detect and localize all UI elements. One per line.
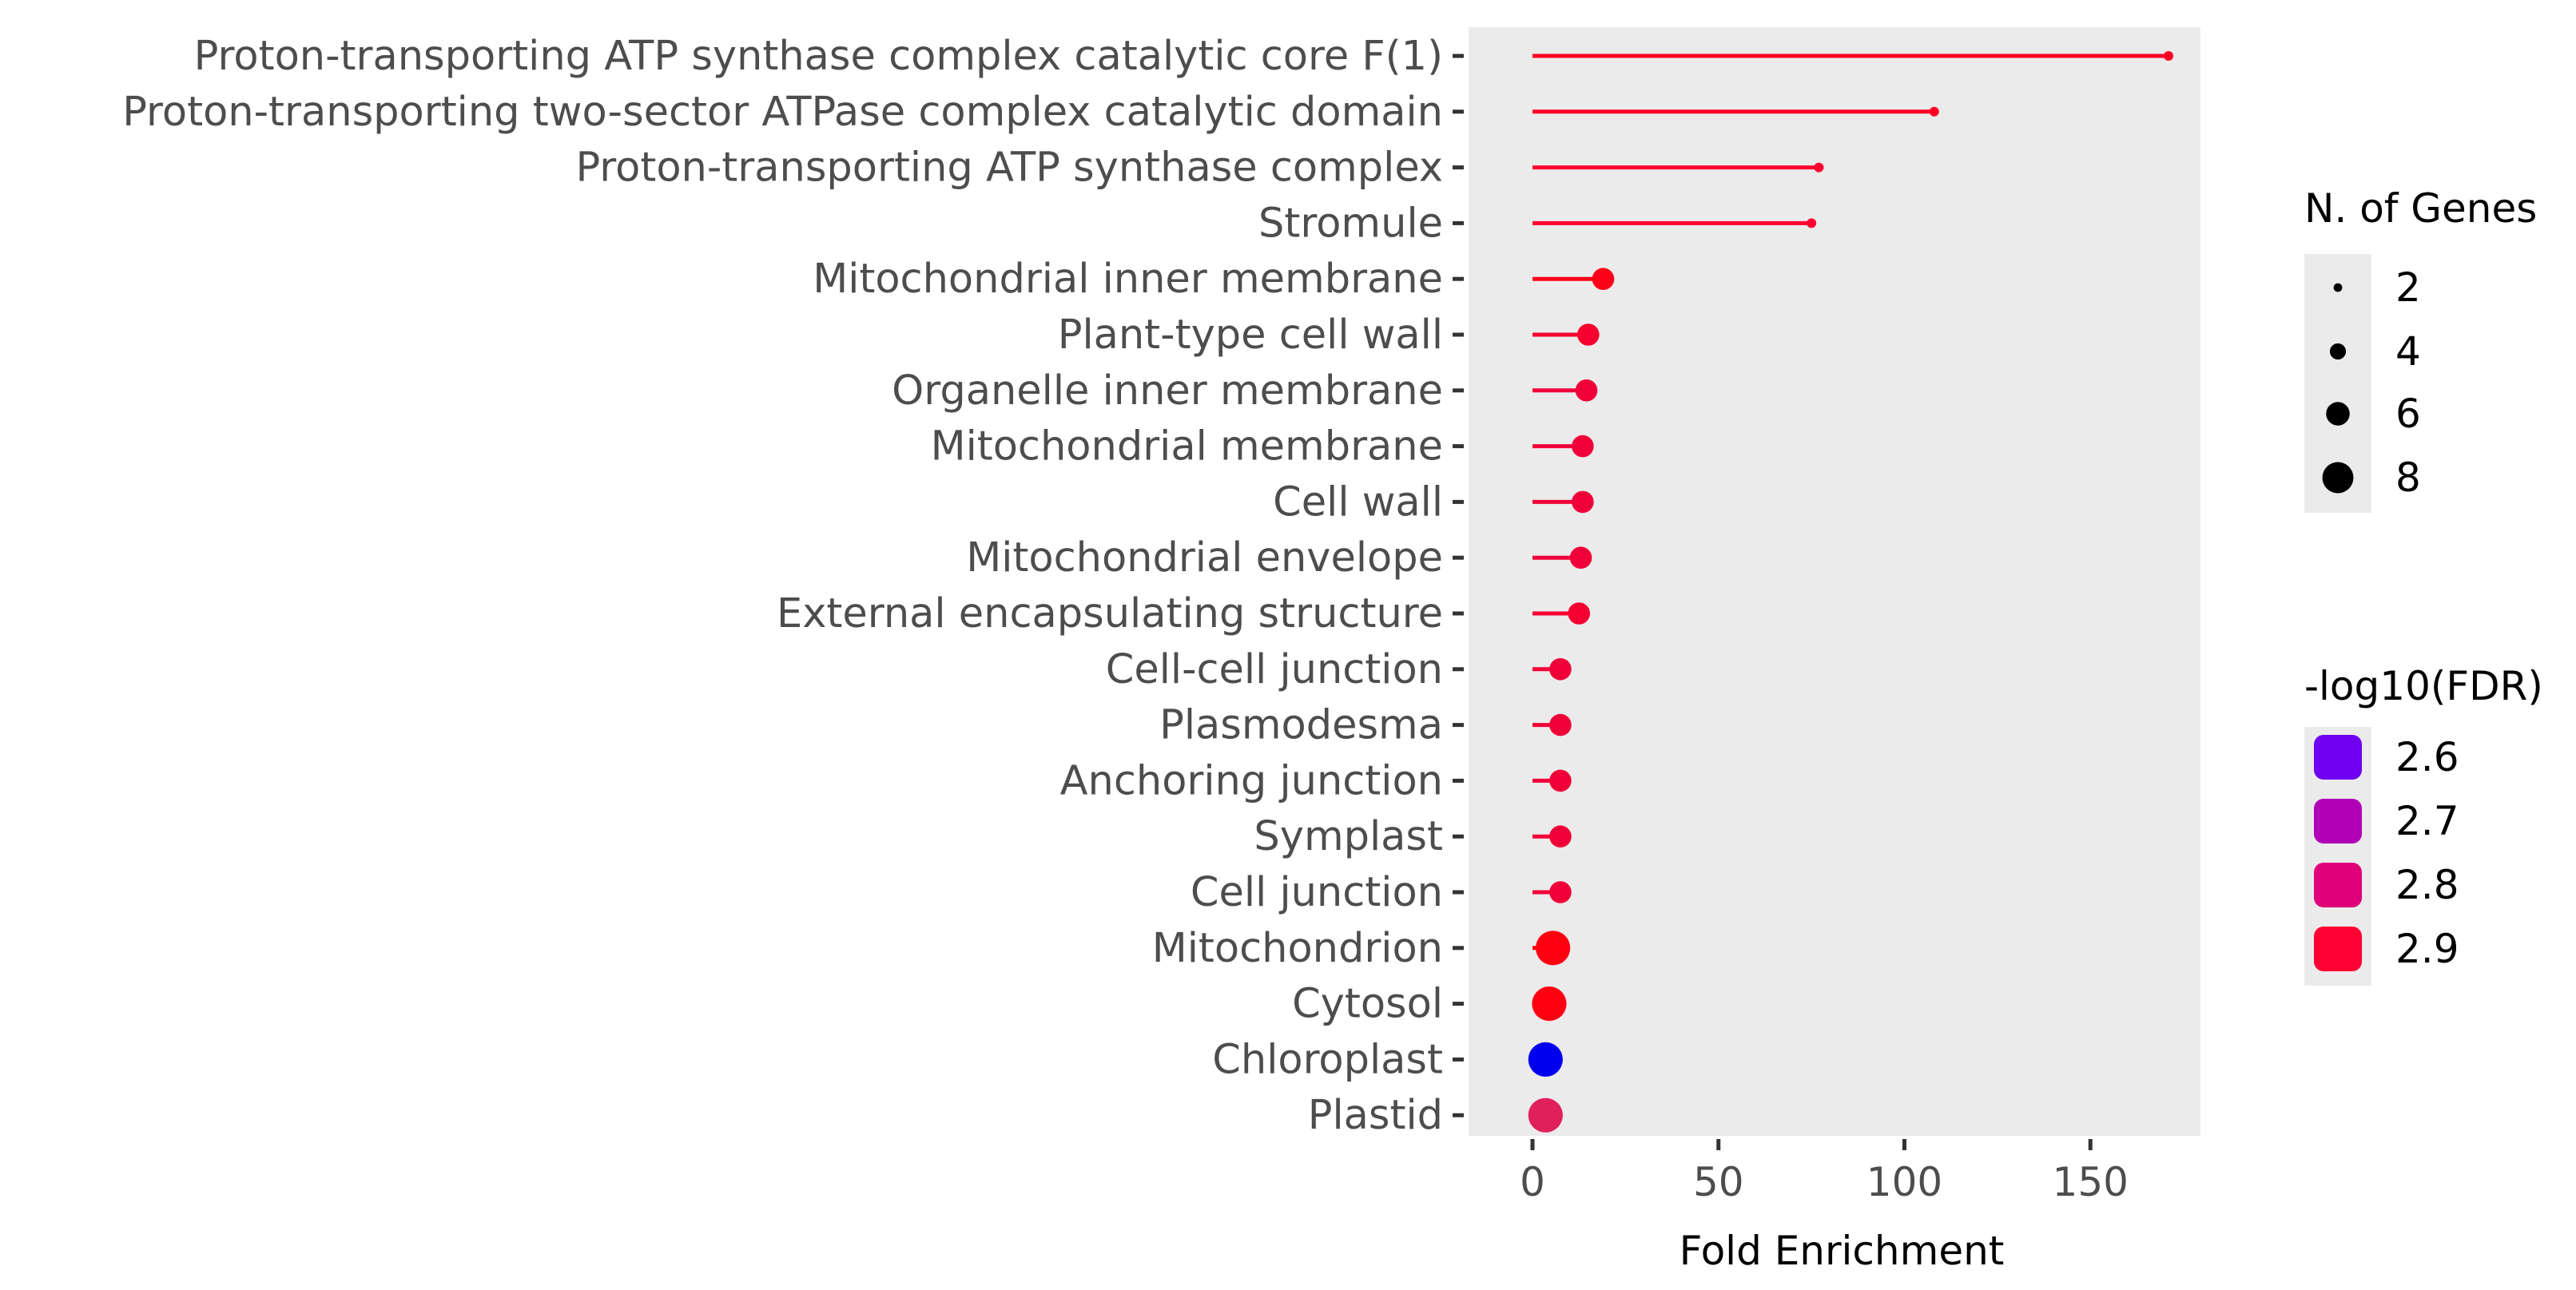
x-tick-label: 150: [2053, 1159, 2129, 1205]
x-tick-label: 0: [1520, 1159, 1545, 1205]
legend-color-label: 2.8: [2395, 862, 2459, 908]
legend-size-title: N. of Genes: [2304, 185, 2537, 232]
y-tick-label: Plasmodesma: [1159, 702, 1443, 749]
legend-size-label: 8: [2395, 454, 2421, 501]
plot-panel: [1469, 27, 2200, 1136]
lollipop-point: [1807, 218, 1817, 228]
y-tick-label: Cell wall: [1273, 478, 1443, 526]
legend-color-key: [2314, 927, 2362, 971]
legend-color-label: 2.9: [2395, 926, 2459, 972]
lollipop-point: [1569, 546, 1592, 569]
lollipop-point: [1575, 379, 1598, 402]
y-tick-label: Cell junction: [1191, 869, 1443, 916]
legend-size-key: [2333, 283, 2343, 292]
y-tick-label: Symplast: [1254, 813, 1443, 860]
y-tick-label: External encapsulating structure: [777, 590, 1443, 637]
legend-size-label: 4: [2395, 328, 2421, 375]
x-axis: 0 50 100 150: [1520, 1139, 2129, 1205]
y-tick-label: Cytosol: [1292, 981, 1443, 1028]
legend-color-key: [2314, 863, 2362, 907]
y-tick-label: Proton-transporting ATP synthase complex…: [194, 33, 1443, 80]
legend-color-label: 2.7: [2395, 798, 2459, 844]
lollipop-point: [1549, 769, 1572, 792]
lollipop-point: [1592, 268, 1615, 291]
legend-size-label: 6: [2395, 391, 2421, 437]
legend-fdr: -log10(FDR) 2.6 2.7 2.8 2.9: [2304, 663, 2543, 986]
y-tick-label: Mitochondrial membrane: [931, 423, 1443, 470]
legend-size-label: 2: [2395, 264, 2421, 311]
x-axis-title: Fold Enrichment: [1680, 1228, 2005, 1274]
lollipop-point: [1528, 1042, 1563, 1077]
lollipop-point: [1572, 490, 1594, 514]
y-tick-label: Plant-type cell wall: [1058, 312, 1443, 359]
lollipop-point: [1549, 713, 1572, 736]
lollipop-point: [1549, 825, 1572, 847]
y-tick-label: Mitochondrial envelope: [966, 534, 1443, 581]
legend-size-key: [2329, 343, 2347, 360]
lollipop-point: [1532, 986, 1567, 1022]
legend-color-title: -log10(FDR): [2304, 663, 2543, 709]
legend-color-key: [2314, 799, 2362, 843]
y-tick-label: Mitochondrial inner membrane: [813, 256, 1443, 303]
y-tick-label: Stromule: [1258, 200, 1443, 247]
lollipop-point: [1814, 162, 1824, 173]
y-tick-label: Proton-transporting two-sector ATPase co…: [122, 89, 1443, 136]
lollipop-point: [1528, 1097, 1563, 1133]
lollipop-point: [1577, 323, 1600, 346]
lollipop-point: [1549, 881, 1572, 903]
y-axis: Proton-transporting ATP synthase complex…: [122, 33, 1464, 1139]
legend-color-key: [2314, 735, 2362, 780]
legend-size-key: [2326, 402, 2350, 426]
y-tick-label: Anchoring junction: [1060, 757, 1443, 804]
y-tick-label: Cell-cell junction: [1106, 646, 1443, 693]
x-tick-label: 50: [1693, 1159, 1744, 1205]
lollipop-point: [1536, 931, 1571, 966]
legend-color-label: 2.6: [2395, 734, 2459, 780]
lollipop-point: [1549, 658, 1572, 681]
y-tick-label: Mitochondrion: [1152, 925, 1443, 972]
lollipop-point: [1572, 435, 1594, 458]
y-tick-label: Plastid: [1308, 1092, 1443, 1139]
lollipop-point: [1929, 106, 1939, 117]
y-tick-label: Chloroplast: [1212, 1036, 1443, 1083]
legend-size-key: [2322, 462, 2354, 494]
legend-gene-count: N. of Genes 2 4 6 8: [2304, 185, 2537, 513]
y-tick-label: Proton-transporting ATP synthase complex: [575, 145, 1443, 192]
chart-marks: [1528, 51, 2174, 1133]
x-tick-label: 100: [1866, 1159, 1942, 1205]
lollipop-point: [2164, 51, 2174, 61]
y-tick-label: Organelle inner membrane: [892, 367, 1443, 415]
lollipop-point: [1568, 602, 1590, 625]
